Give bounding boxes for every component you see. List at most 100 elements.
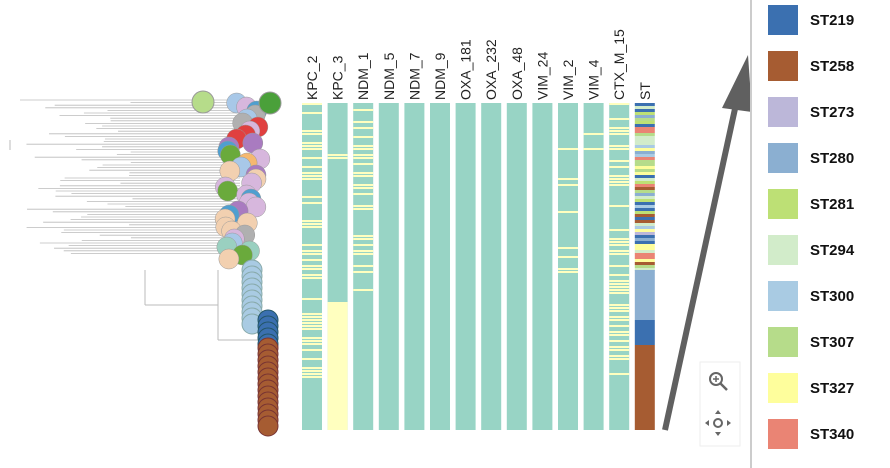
legend-label: ST273 xyxy=(810,104,854,121)
cell xyxy=(634,220,655,223)
cell xyxy=(634,127,655,130)
cell xyxy=(634,124,655,127)
cell xyxy=(302,265,322,267)
cell xyxy=(634,136,655,139)
cell xyxy=(634,109,655,112)
cell xyxy=(302,373,322,375)
cell xyxy=(609,238,630,240)
column-label: NDM_5 xyxy=(381,52,397,100)
cell xyxy=(609,253,630,255)
gene-column xyxy=(430,103,450,430)
cell xyxy=(609,331,630,333)
legend-label: ST280 xyxy=(810,150,854,167)
column-label: VIM_24 xyxy=(534,52,550,100)
cell xyxy=(558,178,578,180)
cell xyxy=(634,181,655,184)
cell xyxy=(558,247,578,249)
cell xyxy=(634,208,655,211)
legend-label: ST307 xyxy=(810,334,854,351)
cell xyxy=(302,148,322,150)
cell xyxy=(302,313,322,315)
cell xyxy=(558,211,578,213)
pan-button[interactable] xyxy=(705,410,731,436)
cell xyxy=(634,253,655,256)
cell xyxy=(609,280,630,282)
legend-swatch xyxy=(768,5,798,35)
cell xyxy=(353,172,374,174)
cell xyxy=(302,133,322,135)
cell xyxy=(302,316,322,318)
cell xyxy=(609,148,630,150)
cell xyxy=(558,268,578,270)
cell xyxy=(634,217,655,220)
cell xyxy=(609,283,630,285)
cell xyxy=(634,199,655,202)
cell xyxy=(558,148,578,150)
cell xyxy=(609,274,630,276)
cell xyxy=(302,367,322,369)
cell xyxy=(302,130,322,132)
cell xyxy=(353,109,374,111)
zoom-controls xyxy=(699,361,741,447)
cell xyxy=(404,103,425,430)
cell xyxy=(634,229,655,232)
cell xyxy=(634,250,655,253)
cell xyxy=(609,334,630,336)
arrow-head xyxy=(722,55,752,112)
cell xyxy=(609,160,630,162)
zoom-button[interactable] xyxy=(709,372,728,391)
cell xyxy=(430,103,450,430)
cell xyxy=(609,166,630,168)
cell xyxy=(609,178,630,180)
cell xyxy=(302,343,322,345)
cell xyxy=(634,262,655,265)
cell xyxy=(302,376,322,378)
gene-column xyxy=(481,103,502,430)
gene-column xyxy=(506,103,527,430)
cell xyxy=(302,145,322,147)
cell xyxy=(609,175,630,177)
cell xyxy=(353,289,374,291)
cell xyxy=(302,178,322,180)
cell xyxy=(609,205,630,207)
legend-swatch xyxy=(768,373,798,403)
legend-label: ST327 xyxy=(810,380,854,397)
cell xyxy=(634,178,655,181)
cell xyxy=(634,172,655,175)
cell xyxy=(609,127,630,129)
gene-column xyxy=(558,103,578,430)
cell xyxy=(327,154,348,156)
cell xyxy=(583,148,604,150)
cell xyxy=(634,184,655,187)
cell xyxy=(634,205,655,208)
column-label: OXA_232 xyxy=(483,39,499,100)
cell xyxy=(302,244,322,246)
arrow-shaft xyxy=(662,94,741,431)
cell xyxy=(302,112,322,114)
legend-label: ST219 xyxy=(810,12,854,29)
cell xyxy=(634,320,655,345)
cell xyxy=(302,103,322,105)
leaf xyxy=(218,248,240,270)
gene-column xyxy=(353,103,374,430)
cell xyxy=(378,103,399,430)
cell xyxy=(634,247,655,250)
cell xyxy=(609,250,630,252)
cell xyxy=(481,103,502,430)
cell xyxy=(634,259,655,262)
cell xyxy=(353,157,374,159)
cell xyxy=(609,319,630,321)
cell xyxy=(302,196,322,198)
cell xyxy=(634,142,655,145)
cell xyxy=(609,118,630,120)
legend-swatch xyxy=(768,51,798,81)
cell xyxy=(609,349,630,351)
cell xyxy=(609,325,630,327)
cell xyxy=(302,166,322,168)
gene-column xyxy=(455,103,476,430)
cell xyxy=(634,232,655,235)
cell xyxy=(634,265,655,268)
cell xyxy=(634,187,655,190)
cell xyxy=(634,121,655,124)
legend-swatch xyxy=(768,419,798,449)
